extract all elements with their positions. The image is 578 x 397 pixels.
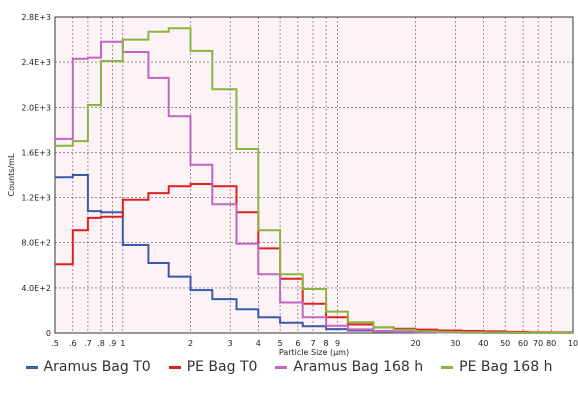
legend-label: Aramus Bag 168 h: [293, 359, 424, 375]
legend-item-aramus-168h: Aramus Bag 168 h: [275, 359, 423, 375]
series-line-1: [55, 183, 573, 334]
legend-item-aramus-t0: Aramus Bag T0: [25, 359, 151, 375]
legend-swatch: [168, 365, 181, 369]
y-axis-label: Counts/mL: [7, 153, 16, 196]
plot-area: [55, 17, 573, 333]
x-tick-label: 50: [500, 339, 510, 348]
x-tick-label: 6: [295, 339, 300, 348]
x-tick-label: 3: [228, 339, 233, 348]
legend-label: PE Bag 168 h: [459, 359, 553, 375]
x-tick-label: .9: [109, 339, 117, 348]
x-tick-label: .8: [97, 339, 105, 348]
x-tick-label: .5: [51, 339, 59, 348]
x-tick-label: 10: [568, 339, 578, 348]
y-tick-label: 2.0E+3: [21, 103, 51, 112]
legend: Aramus Bag T0 PE Bag T0 Aramus Bag 168 h…: [0, 352, 578, 382]
legend-label: Aramus Bag T0: [43, 359, 151, 375]
y-tick-label: 1.2E+3: [21, 194, 51, 203]
x-tick-label: 1: [120, 339, 125, 348]
x-tick-label: 4: [256, 339, 261, 348]
x-tick-label: 9: [335, 339, 340, 348]
series-line-3: [55, 27, 573, 334]
legend-swatch: [441, 365, 454, 369]
x-tick-label: 60: [518, 339, 528, 348]
legend-label: PE Bag T0: [186, 359, 258, 375]
x-tick-label: 80: [546, 339, 556, 348]
legend-item-pe-t0: PE Bag T0: [168, 359, 258, 375]
legend-swatch: [275, 365, 288, 369]
legend-item-pe-168h: PE Bag 168 h: [441, 359, 552, 375]
x-tick-label: 7: [310, 339, 315, 348]
x-tick-label: 30: [450, 339, 460, 348]
plot-frame: [54, 16, 574, 334]
x-tick-label: 40: [478, 339, 488, 348]
y-tick-label: 8.0E+2: [21, 239, 51, 248]
x-tick-label: 20: [411, 339, 421, 348]
x-tick-label: 2: [188, 339, 193, 348]
x-tick-label: .7: [84, 339, 92, 348]
y-tick-label: 1.6E+3: [21, 148, 51, 157]
x-tick-label: 5: [278, 339, 283, 348]
y-tick-label: 0: [46, 329, 51, 338]
x-tick-label: 70: [533, 339, 543, 348]
y-tick-label: 2.8E+3: [21, 13, 51, 22]
y-tick-label: 2.4E+3: [21, 58, 51, 67]
x-tick-label: .6: [69, 339, 77, 348]
x-axis-label: Particle Size (µm): [279, 348, 349, 357]
x-tick-label: 8: [324, 339, 329, 348]
y-tick-label: 4.0E+2: [21, 284, 51, 293]
legend-swatch: [25, 365, 38, 369]
